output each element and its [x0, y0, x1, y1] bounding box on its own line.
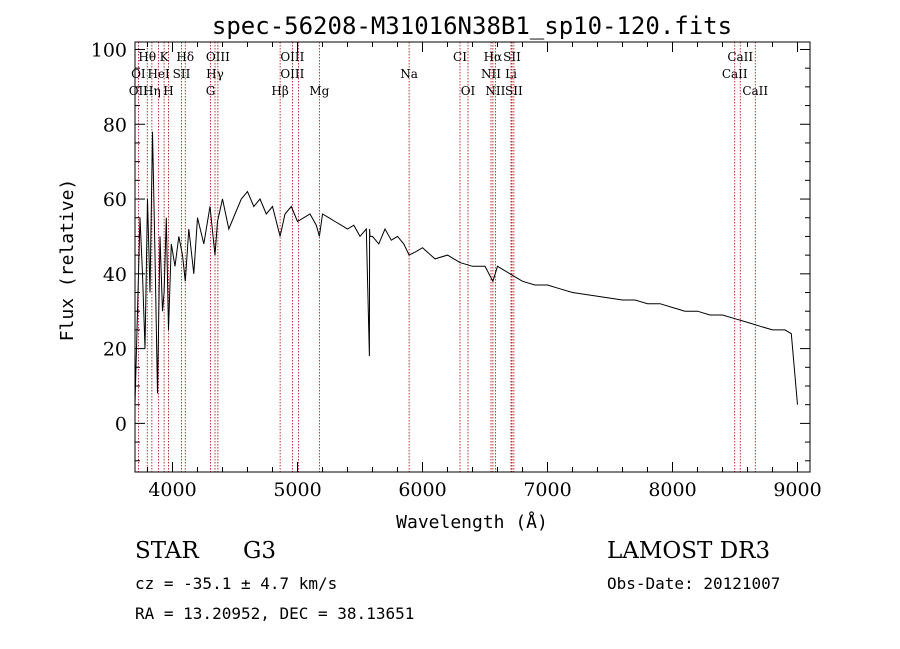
- y-tick-label: 0: [115, 413, 127, 435]
- line-label: OIII: [280, 50, 304, 64]
- x-tick-label: 6000: [398, 479, 446, 501]
- x-tick-label: 4000: [148, 479, 196, 501]
- line-label: Na: [400, 67, 418, 81]
- survey-name: LAMOST DR3: [607, 538, 771, 564]
- x-tick-label: 8000: [648, 479, 696, 501]
- line-label: CaII: [742, 84, 768, 98]
- line-label: Hβ: [271, 84, 288, 98]
- line-label: OI: [461, 84, 476, 98]
- line-label: HeI: [147, 67, 170, 81]
- x-tick-label: 9000: [773, 479, 821, 501]
- line-label: Hη: [143, 84, 161, 98]
- line-markers: [137, 42, 756, 472]
- line-label: SII: [503, 50, 521, 64]
- line-label: H: [163, 84, 173, 98]
- line-label: K: [160, 50, 170, 64]
- line-label: OIII: [206, 50, 230, 64]
- x-tick-label: 7000: [523, 479, 571, 501]
- y-tick-label: 40: [103, 264, 127, 286]
- x-axis-label: Wavelength (Å): [396, 511, 548, 533]
- line-label: NII: [481, 67, 501, 81]
- line-label: Hα: [484, 50, 503, 64]
- object-class: STAR: [135, 538, 199, 564]
- y-axis-label: Flux (relative): [57, 179, 78, 342]
- coordinates-text: RA = 13.20952, DEC = 38.13651: [135, 604, 415, 623]
- line-label: G: [206, 84, 216, 98]
- line-label: SII: [505, 84, 523, 98]
- line-label: CaII: [722, 67, 748, 81]
- y-axis-ticks: 0 20 40 60 80 100: [91, 39, 810, 462]
- line-label: SII: [173, 67, 191, 81]
- line-label: Hθ: [138, 50, 156, 64]
- x-tick-label: 5000: [273, 479, 321, 501]
- line-label: NII: [485, 84, 505, 98]
- flux-series-line: [134, 131, 798, 405]
- y-tick-label: 80: [103, 114, 127, 136]
- object-subclass: G3: [243, 538, 277, 564]
- line-label: OIII: [280, 67, 304, 81]
- y-tick-label: 20: [103, 339, 127, 361]
- line-label: OII: [129, 84, 149, 98]
- obs-date-text: Obs-Date: 20121007: [607, 574, 781, 593]
- line-label: OI: [131, 67, 146, 81]
- line-label: Mg: [309, 84, 329, 98]
- x-axis-ticks: 4000 5000 6000 7000 8000 9000: [147, 42, 822, 501]
- redshift-text: cz = -35.1 ± 4.7 km/s: [135, 574, 338, 593]
- line-label: CI: [453, 50, 467, 64]
- line-label: Hδ: [176, 50, 194, 64]
- line-label: Li: [505, 67, 517, 81]
- chart-title: spec-56208-M31016N38B1_sp10-120.fits: [212, 12, 732, 40]
- plot-frame: [134, 41, 811, 473]
- line-label: CaII: [727, 50, 753, 64]
- y-tick-label: 60: [103, 189, 127, 211]
- y-tick-label: 100: [91, 39, 127, 61]
- line-label: Hγ: [206, 67, 224, 81]
